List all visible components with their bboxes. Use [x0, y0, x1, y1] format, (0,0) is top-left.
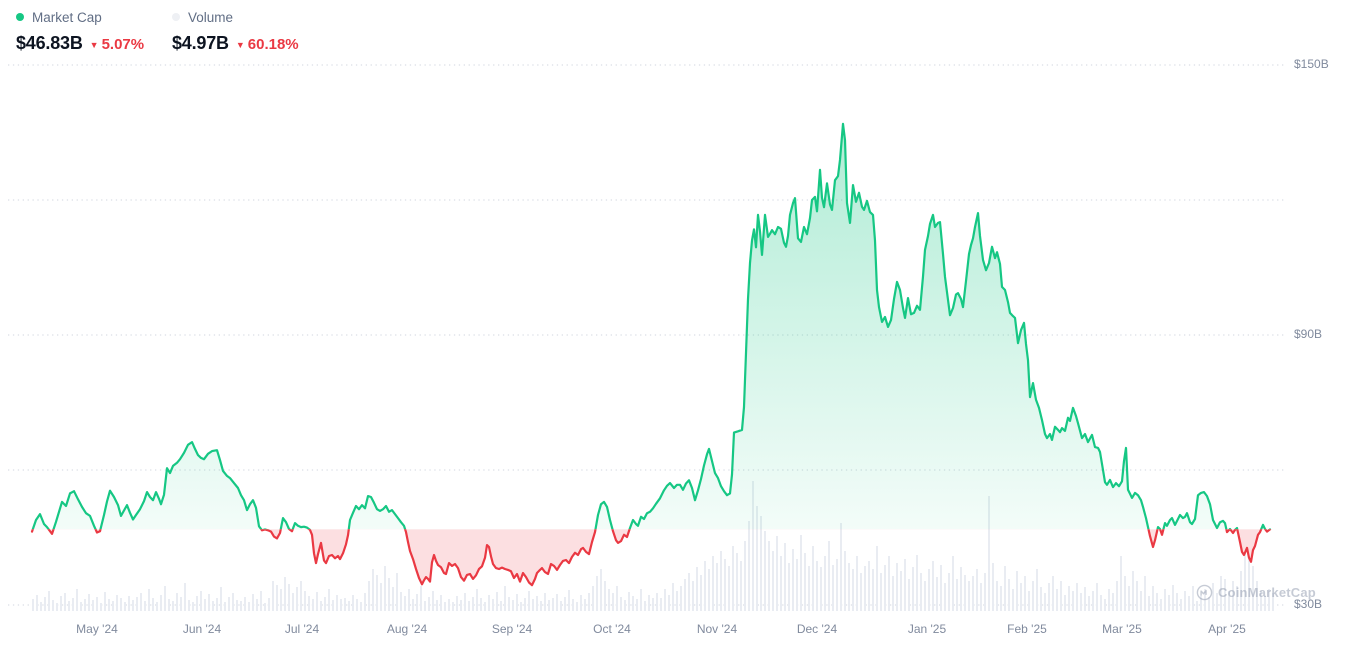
market-cap-line-green — [31, 122, 1272, 530]
x-axis-label: Feb '25 — [1007, 622, 1047, 636]
x-axis-label: May '24 — [76, 622, 118, 636]
x-axis-label: Jun '24 — [182, 622, 222, 636]
x-axis-label: Oct '24 — [593, 622, 631, 636]
volume-change-pct: 60.18% — [247, 36, 299, 53]
watermark-text: CoinMarketCap — [1218, 585, 1316, 600]
coinmarketcap-logo-icon — [1196, 584, 1213, 601]
y-axis-label: $150B — [1294, 57, 1329, 71]
x-axis-label: Jul '24 — [284, 622, 320, 636]
volume-header-group: Volume $4.97B ▼ 60.18% — [172, 8, 299, 54]
x-axis-label: Aug '24 — [386, 622, 428, 636]
legend-item-market-cap[interactable]: Market Cap — [16, 8, 144, 26]
market-cap-legend-dot-icon — [16, 13, 24, 21]
market-cap-header-group: Market Cap $46.83B ▼ 5.07% — [16, 8, 144, 54]
y-axis-label: $30B — [1294, 597, 1323, 611]
x-axis-label: Sep '24 — [491, 622, 533, 636]
market-cap-change: ▼ 5.07% — [90, 36, 144, 53]
coinmarketcap-watermark: CoinMarketCap — [1196, 584, 1316, 601]
legend-item-volume[interactable]: Volume — [172, 8, 299, 26]
x-axis-label: Jan '25 — [907, 622, 947, 636]
market-cap-area-red — [32, 529, 1270, 586]
market-cap-change-pct: 5.07% — [101, 36, 145, 53]
down-arrow-icon: ▼ — [235, 40, 245, 50]
volume-bars — [32, 481, 1274, 611]
market-cap-area-green — [32, 123, 1266, 530]
market-cap-legend-label: Market Cap — [32, 9, 102, 25]
down-arrow-icon: ▼ — [89, 40, 99, 50]
volume-value: $4.97B — [172, 33, 229, 53]
market-cap-value: $46.83B — [16, 33, 83, 53]
y-axis-label: $90B — [1294, 327, 1323, 341]
x-axis-label: Apr '25 — [1208, 622, 1246, 636]
x-axis-label: Nov '24 — [696, 622, 738, 636]
x-axis-label: Dec '24 — [796, 622, 838, 636]
volume-legend-dot-icon — [172, 13, 180, 21]
volume-legend-label: Volume — [188, 9, 234, 25]
x-axis-label: Mar '25 — [1102, 622, 1142, 636]
volume-change: ▼ 60.18% — [236, 36, 299, 53]
